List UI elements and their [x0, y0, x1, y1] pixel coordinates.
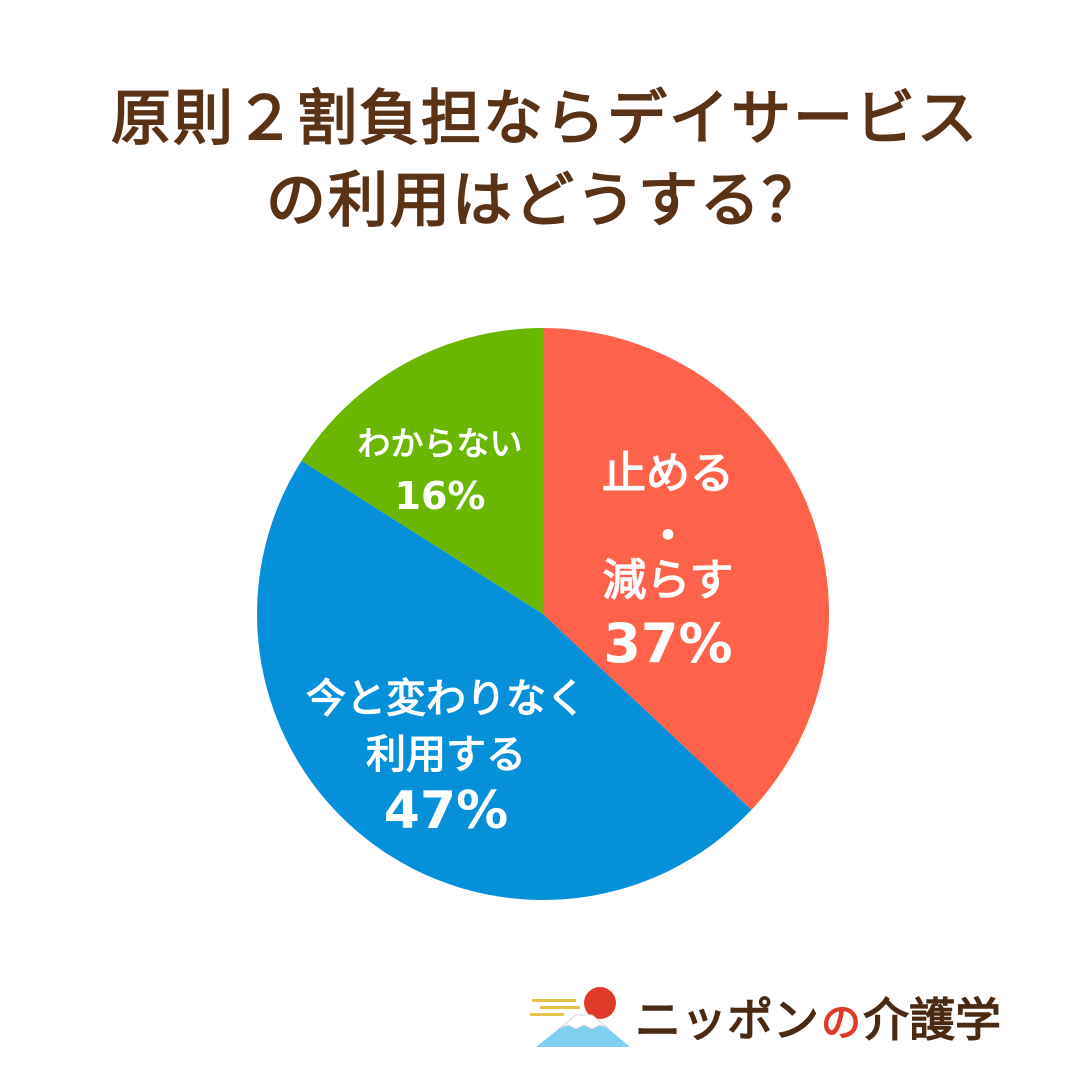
pie-slice-1 [543, 328, 830, 810]
chart-title-line2: の利用はどうする？ [266, 166, 824, 236]
pie-slice-2-label-line-1: 今と変わりなく [306, 676, 586, 722]
pie-slice-3-label-line-1: わからない [358, 424, 523, 463]
pie-slice-1-label: 止める・減らす 37% [602, 448, 734, 675]
pie-slice-3-label: わからない 16% [358, 424, 523, 518]
chart-title: 原則２割負担ならデイサービス の利用はどうする？ [0, 78, 1090, 242]
pie-slice-1-label-line-3: 減らす [602, 555, 733, 606]
pie-slice-2 [256, 460, 752, 900]
chart-title-line1: 原則２割負担ならデイサービス [111, 84, 979, 154]
pie-slice-1-value: 37% [603, 612, 732, 675]
pie-slice-1-label-line-1: 止める [602, 448, 734, 499]
pie-slice-2-label-line-2: 利用する [366, 732, 526, 778]
brand-logo: ニッポンの介護学 [530, 985, 1070, 1055]
pie-slice-3-value: 16% [395, 474, 486, 518]
mount-fuji-sun-logo-icon [530, 987, 630, 1047]
pie-slice-1-label-line-2: ・ [646, 511, 690, 562]
pie-slice-3 [301, 328, 543, 614]
brand-name-part2: 介護学 [863, 993, 1001, 1047]
pie-slice-2-value: 47% [384, 781, 508, 841]
brand-name: ニッポンの介護学 [635, 985, 1001, 1058]
brand-name-part1: ニッポン [635, 993, 819, 1047]
brand-name-no: の [821, 1000, 861, 1046]
